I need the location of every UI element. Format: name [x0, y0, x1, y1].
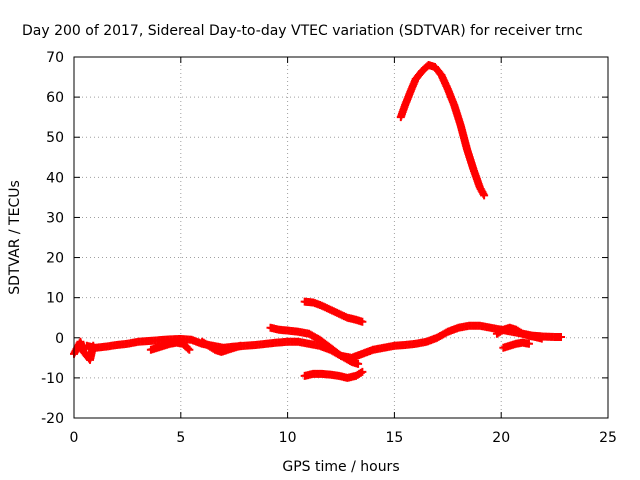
- x-tick-label: 10: [279, 430, 297, 446]
- chart-title: Day 200 of 2017, Sidereal Day-to-day VTE…: [22, 23, 583, 39]
- plot-area: [70, 61, 566, 382]
- data-point: [524, 339, 533, 348]
- plot-frame: [73, 56, 609, 419]
- y-tick-label: 30: [46, 210, 64, 226]
- data-point: [185, 345, 194, 354]
- x-tick-label: 0: [70, 430, 79, 446]
- y-tick-label: -20: [41, 411, 64, 427]
- y-tick-label: -10: [41, 371, 64, 387]
- data-point: [358, 317, 367, 326]
- x-tick-label: 25: [599, 430, 617, 446]
- y-tick-label: 20: [46, 251, 64, 267]
- data-point: [236, 341, 245, 350]
- x-tick-label: 15: [385, 430, 403, 446]
- y-tick-label: 50: [46, 130, 64, 146]
- series-arc-4: [198, 337, 245, 356]
- series-arc-3: [146, 338, 194, 354]
- y-tick-label: 40: [46, 170, 64, 186]
- data-point: [358, 367, 367, 376]
- data-point-interp: [184, 344, 193, 353]
- y-axis-label: SDTVAR / TECUs: [7, 180, 23, 295]
- series-arc-9: [492, 323, 546, 343]
- series-arc-10: [499, 338, 533, 352]
- x-tick-label: 20: [492, 430, 510, 446]
- grid: [74, 57, 608, 418]
- data-point: [557, 332, 566, 341]
- data-point-interp: [356, 368, 365, 377]
- series-arc-7: [300, 367, 367, 382]
- data-point: [354, 359, 363, 368]
- series-arc-5: [266, 323, 363, 368]
- x-tick-label: 5: [176, 430, 185, 446]
- x-axis-label: GPS time / hours: [282, 459, 399, 475]
- y-tick-label: 0: [55, 331, 64, 347]
- data-point: [537, 334, 546, 343]
- series-arc-8: [396, 61, 489, 200]
- series-arc-6: [300, 297, 367, 326]
- y-tick-label: 60: [46, 90, 64, 106]
- y-tick-label: 10: [46, 291, 64, 307]
- data-point: [480, 191, 489, 200]
- axis-ticks: 0 5 10 15 20 25 -20 -10 0 10 20 30 40 50 60 70: [41, 50, 617, 446]
- y-tick-label: 70: [46, 50, 64, 66]
